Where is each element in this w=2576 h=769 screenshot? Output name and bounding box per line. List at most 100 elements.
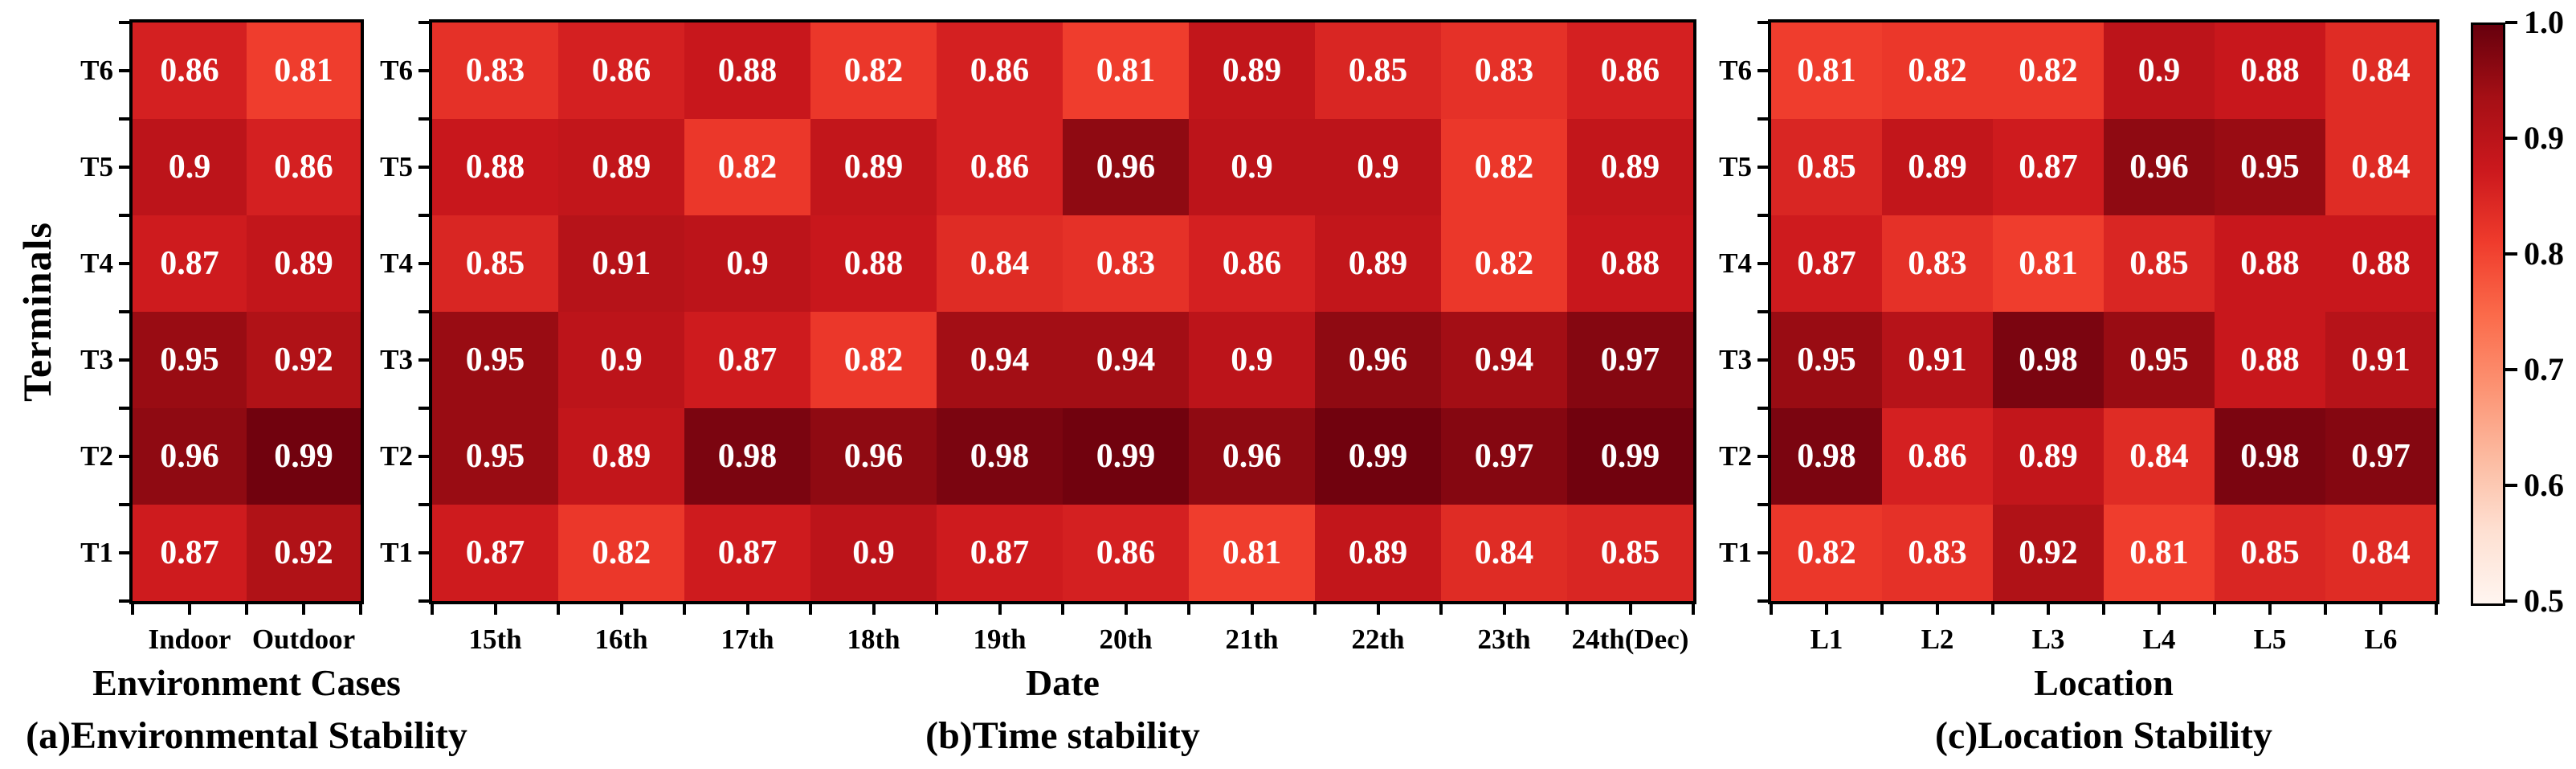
- x-axis-title: Location: [2034, 662, 2174, 703]
- heatmap-cell: 0.87: [1993, 119, 2104, 215]
- heatmap-cell: 0.82: [1882, 22, 1993, 119]
- x-axis-tick: [1880, 604, 1884, 615]
- x-axis-tick: [1770, 604, 1773, 615]
- x-tick-label: L5: [2253, 624, 2287, 655]
- x-axis-tick: [935, 604, 938, 615]
- heatmap-cell: 0.96: [1189, 408, 1315, 505]
- heatmap-cell: 0.9: [558, 312, 684, 408]
- heatmap-cell: 0.89: [1315, 505, 1441, 601]
- heatmap-cell: 0.88: [2215, 215, 2325, 312]
- x-axis-tick: [1502, 604, 1506, 615]
- x-axis-tick: [493, 604, 497, 615]
- x-axis-tick: [1936, 604, 1939, 615]
- colorbar-tick-label: 1.0: [2524, 4, 2564, 40]
- x-axis-tick: [359, 604, 362, 615]
- heatmap-panel-location: 0.81 0.82 0.82 0.9 0.88 0.84 0.85 0.89 0.87 0.96 0…: [1719, 19, 2439, 757]
- y-axis-tick: [418, 310, 429, 313]
- heatmap-cell: 0.82: [1993, 22, 2104, 119]
- heatmap-cell: 0.91: [1882, 312, 1993, 408]
- x-axis-tick: [2379, 604, 2382, 615]
- x-axis-tick: [2158, 604, 2161, 615]
- heatmap-cell: 0.87: [684, 312, 810, 408]
- x-tick-label: Outdoor: [251, 624, 356, 655]
- heatmap-cell: 0.9: [1315, 119, 1441, 215]
- heatmap-cell: 0.84: [2325, 119, 2436, 215]
- heatmap-cell: 0.94: [1441, 312, 1567, 408]
- y-tick-label: T3: [380, 344, 413, 375]
- heatmap-cell: 0.86: [1063, 505, 1189, 601]
- y-tick-label: T1: [1719, 537, 1752, 568]
- y-axis-tick: [418, 358, 429, 362]
- y-axis-tick: [418, 21, 429, 24]
- x-axis-tick: [1061, 604, 1064, 615]
- colorbar-tick-label: 0.9: [2524, 120, 2564, 156]
- heatmap-cell: 0.87: [684, 505, 810, 601]
- heatmap-cell: 0.97: [2325, 408, 2436, 505]
- y-axis-tick: [1757, 310, 1768, 313]
- x-axis-tick: [1825, 604, 1828, 615]
- x-tick-label: Indoor: [148, 624, 231, 655]
- heatmap-cell: 0.95: [133, 312, 247, 408]
- heatmap-cell: 0.89: [1315, 215, 1441, 312]
- heatmap-cell: 0.98: [1993, 312, 2104, 408]
- heatmap-cell: 0.97: [1441, 408, 1567, 505]
- heatmap-cell: 0.85: [2104, 215, 2215, 312]
- colorbar: [2471, 22, 2505, 606]
- heatmap-cell: 0.95: [1771, 312, 1882, 408]
- heatmap-panel-date: 0.83 0.86 0.88 0.82 0.86 0.81 0.89 0.85 0.83 0.86…: [380, 19, 1696, 757]
- x-axis-tick: [998, 604, 1002, 615]
- heatmap-grid-date: 0.83 0.86 0.88 0.82 0.86 0.81 0.89 0.85 0.83 0.86…: [429, 19, 1696, 604]
- y-axis-tick: [1757, 455, 1768, 458]
- heatmap-cell: 0.96: [810, 408, 937, 505]
- heatmap-cell: 0.83: [1063, 215, 1189, 312]
- x-axis-tick: [1313, 604, 1317, 615]
- y-axis-tick: [119, 166, 129, 169]
- heatmap-cell: 0.82: [810, 22, 937, 119]
- y-axis-tick: [1757, 358, 1768, 362]
- y-axis-tick: [418, 407, 429, 410]
- x-axis-tick: [2213, 604, 2216, 615]
- heatmap-cell: 0.88: [432, 119, 558, 215]
- x-tick-label: 17th: [721, 624, 774, 655]
- y-tick-label: T4: [380, 247, 413, 279]
- heatmap-cell: 0.85: [432, 215, 558, 312]
- x-axis-tick: [2435, 604, 2438, 615]
- x-axis-tick: [1187, 604, 1190, 615]
- colorbar-tick: [2505, 368, 2517, 371]
- y-axis-tick: [418, 455, 429, 458]
- y-tick-label: T5: [80, 151, 113, 182]
- x-axis-title: Date: [1026, 662, 1100, 703]
- heatmap-cell: 0.84: [937, 215, 1063, 312]
- x-tick-label: L6: [2364, 624, 2398, 655]
- heatmap-cell: 0.82: [684, 119, 810, 215]
- colorbar-tick: [2505, 21, 2517, 24]
- y-axis-tick: [1757, 599, 1768, 603]
- x-axis-tick: [188, 604, 191, 615]
- y-axis-tick: [119, 21, 129, 24]
- colorbar-tick-label: 0.6: [2524, 467, 2564, 503]
- heatmap-cell: 0.96: [2104, 119, 2215, 215]
- heatmap-cell: 0.82: [558, 505, 684, 601]
- y-tick-label: T6: [1719, 55, 1752, 86]
- y-axis-tick: [418, 166, 429, 169]
- x-axis-title: Environment Cases: [92, 662, 401, 703]
- x-axis-tick: [245, 604, 248, 615]
- panel-caption: (b)Time stability: [925, 714, 1200, 757]
- heatmap-cell: 0.83: [1882, 215, 1993, 312]
- y-axis-tick: [1757, 407, 1768, 410]
- x-axis-tick: [2324, 604, 2327, 615]
- heatmap-cell: 0.95: [432, 408, 558, 505]
- heatmap-cell: 0.85: [1315, 22, 1441, 119]
- heatmap-cell: 0.9: [2104, 22, 2215, 119]
- heatmap-cell: 0.82: [1771, 505, 1882, 601]
- heatmap-cell: 0.99: [1567, 408, 1693, 505]
- heatmap-cell: 0.87: [937, 505, 1063, 601]
- y-axis-tick: [1757, 262, 1768, 265]
- y-axis-tick: [119, 262, 129, 265]
- heatmap-cell: 0.88: [810, 215, 937, 312]
- y-axis-tick: [418, 117, 429, 121]
- colorbar-tick: [2505, 252, 2517, 256]
- heatmap-cell: 0.99: [1315, 408, 1441, 505]
- heatmap-cell: 0.9: [133, 119, 247, 215]
